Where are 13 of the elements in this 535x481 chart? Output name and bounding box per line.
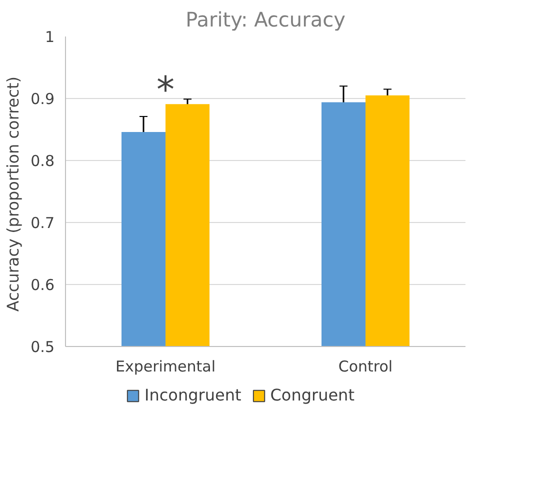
annotation: * bbox=[156, 70, 174, 111]
x-tick-label: Control bbox=[338, 358, 393, 376]
y-tick-label: 0.8 bbox=[30, 152, 55, 170]
y-tick-label: 0.6 bbox=[30, 276, 55, 294]
y-tick-label: 0.5 bbox=[30, 338, 55, 356]
chart-title: Parity: Accuracy bbox=[186, 8, 346, 32]
y-tick-label: 1 bbox=[44, 28, 55, 46]
y-axis-title: Accuracy (proportion correct) bbox=[4, 76, 23, 312]
y-tick-label: 0.9 bbox=[30, 90, 55, 108]
legend-label: Incongruent bbox=[144, 386, 242, 404]
y-tick-label: 0.7 bbox=[30, 214, 55, 232]
legend-label: Congruent bbox=[270, 386, 354, 404]
x-tick-label: Experimental bbox=[115, 358, 216, 376]
